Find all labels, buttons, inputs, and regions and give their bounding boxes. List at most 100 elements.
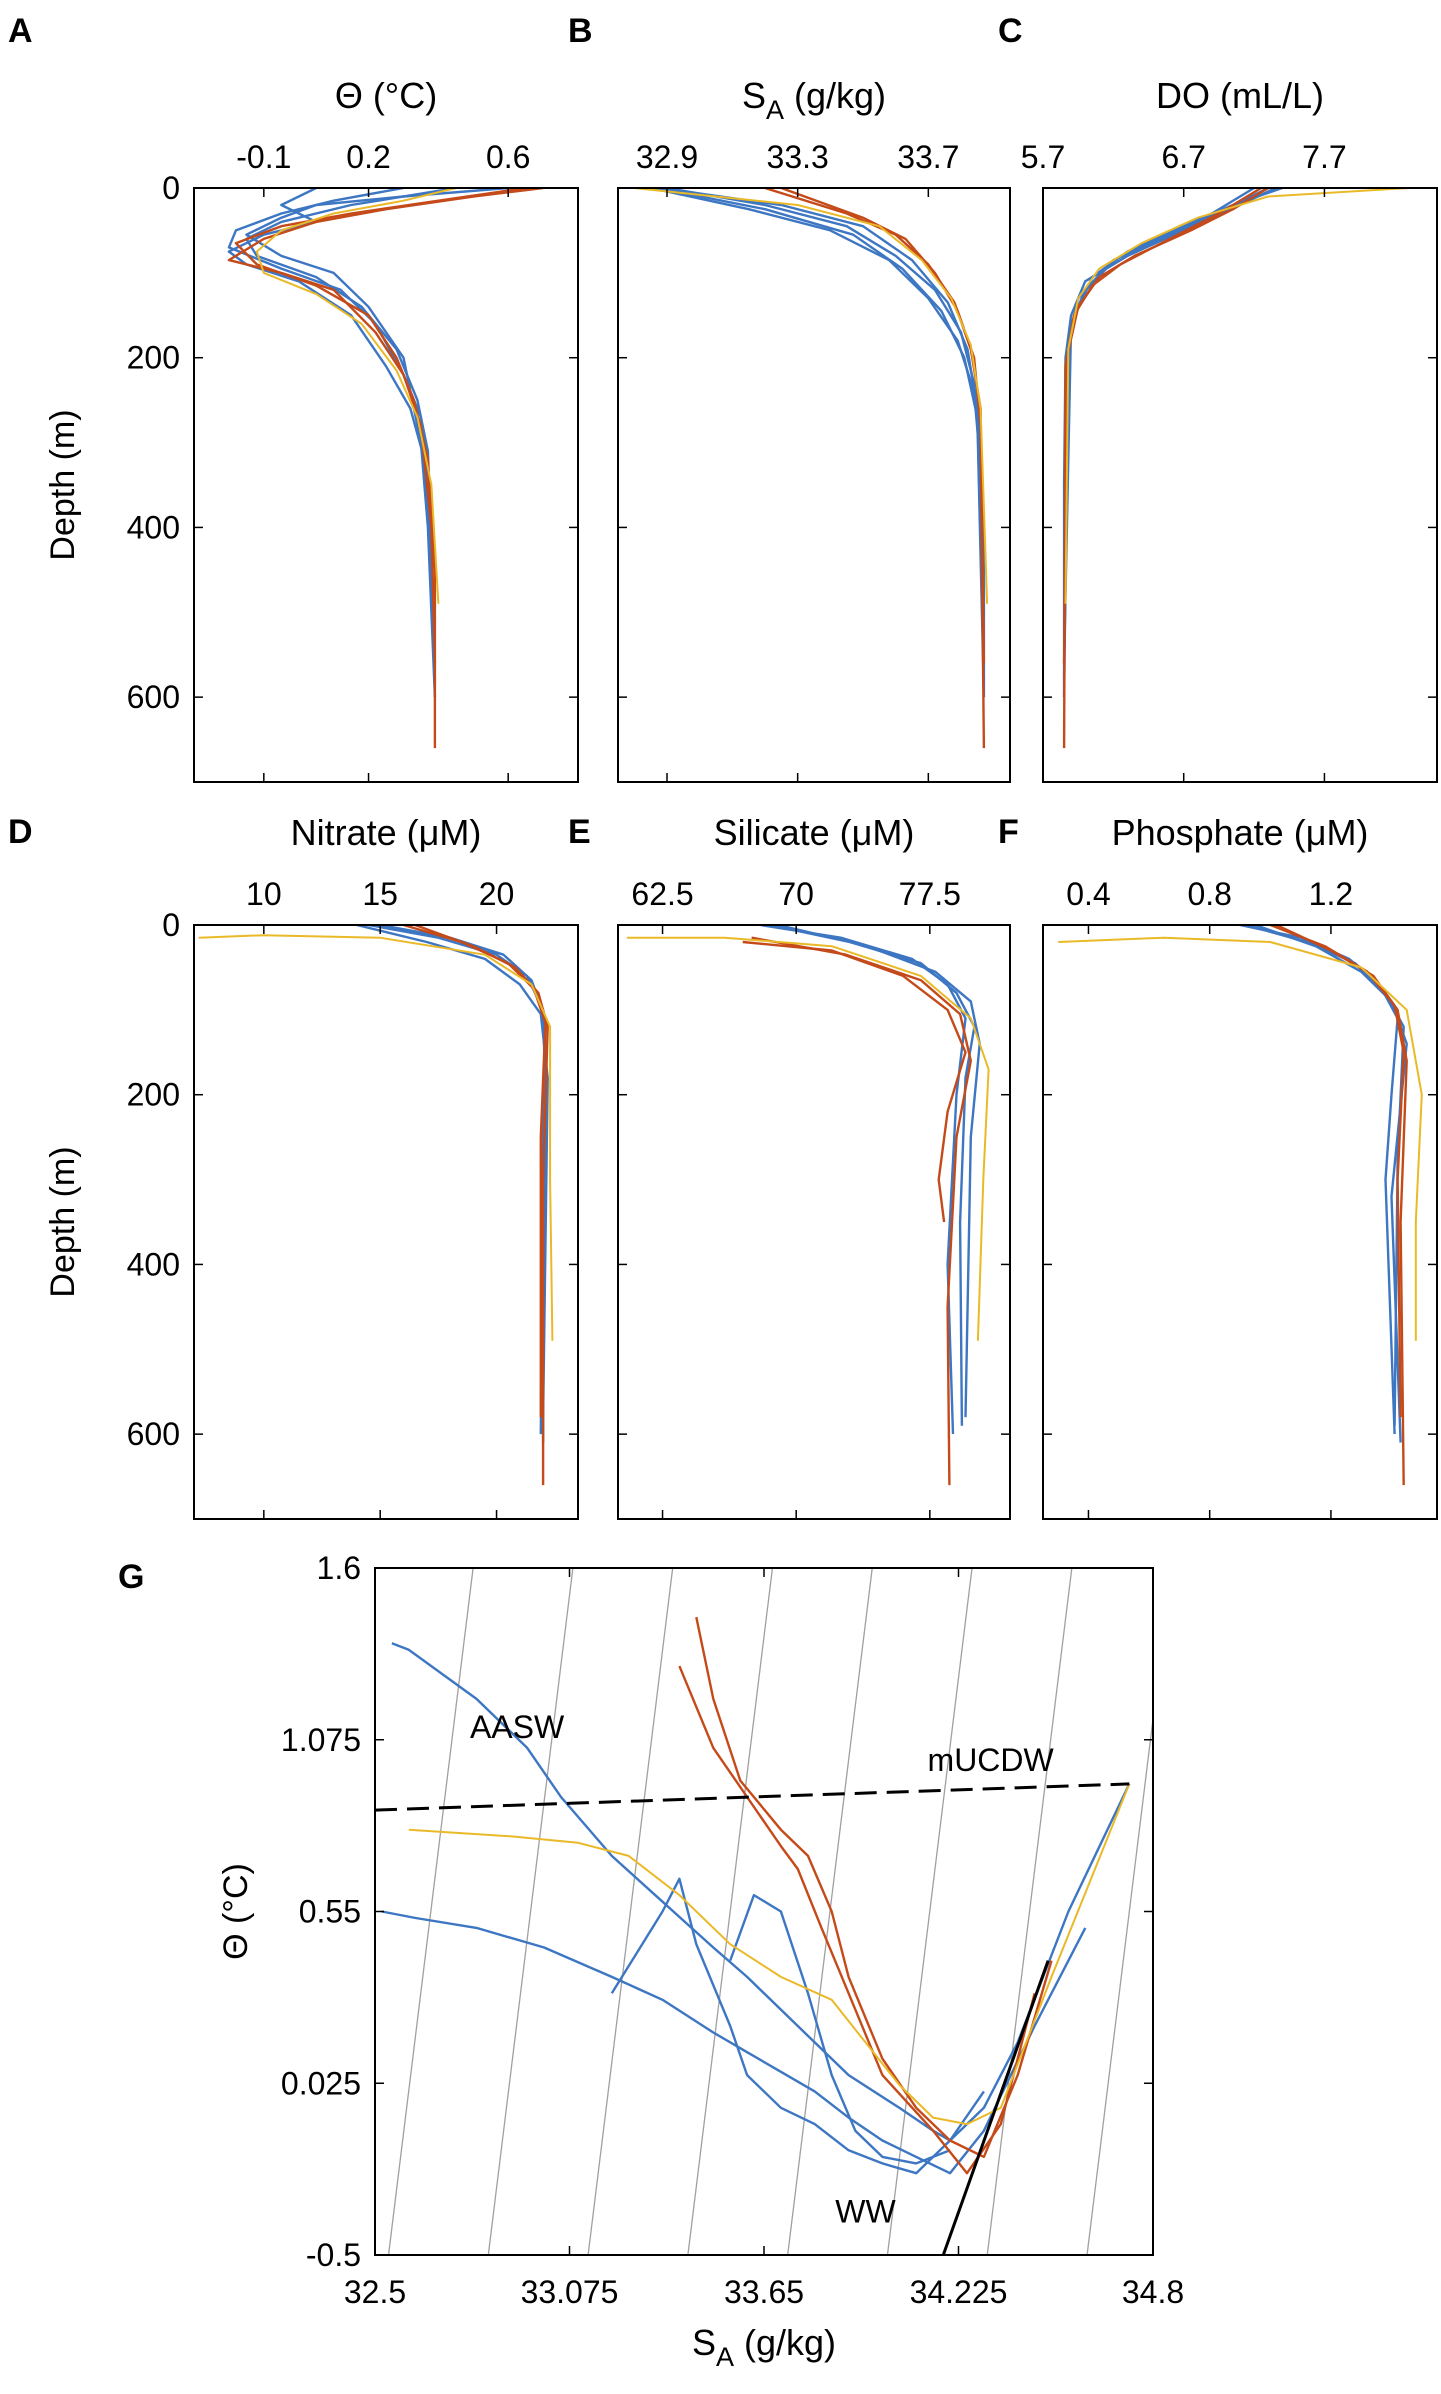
- series-line-yellow: [408, 1783, 1131, 2126]
- y-tick-label: 400: [127, 1246, 180, 1282]
- series-line-blue: [1245, 925, 1405, 1426]
- series-line-red: [1062, 188, 1269, 664]
- series-line-blue: [381, 1910, 1087, 2175]
- annotation-label: AASW: [470, 1709, 565, 1745]
- series-line-blue: [1062, 188, 1276, 698]
- annotation-label: WW: [835, 2193, 896, 2229]
- x-axis-label: SA (g/kg): [692, 2322, 836, 2372]
- solid-reference-line: [941, 1960, 1050, 2255]
- series-line-blue: [778, 925, 981, 1418]
- panel-g: G 32.5 33.075 33.65 34.225 34.8 -0.5 0.025 0.55 1…: [118, 1550, 1184, 2372]
- series-line-red: [227, 188, 544, 664]
- panel-a: A -0.1 0.2 0.6 0 200 400 600 Θ (°C) Depth (m): [8, 12, 579, 783]
- series-line-yellow: [255, 188, 457, 604]
- y-tick-label: -0.5: [306, 2237, 361, 2273]
- panel-title: DO (mL/L): [1156, 75, 1324, 116]
- y-tick-label: 1.6: [317, 1550, 361, 1586]
- axes-box: [193, 187, 579, 783]
- series-line-blue: [656, 188, 986, 698]
- series-line-red: [764, 188, 986, 664]
- data-layer: [626, 925, 990, 1486]
- series-line-blue: [356, 925, 549, 1418]
- panel-letter-c: C: [998, 12, 1023, 50]
- series-line-red: [695, 1616, 1053, 2159]
- isopycnal-line: [587, 1568, 674, 2255]
- panel-title: SA (g/kg): [742, 75, 886, 125]
- series-line-blue: [650, 188, 986, 613]
- axes-box: [1042, 924, 1438, 1520]
- series-line-blue: [1254, 925, 1408, 1443]
- series-line-blue: [1239, 925, 1399, 1435]
- y-tick-label: 400: [127, 509, 180, 545]
- y-axis-label: Θ (°C): [217, 1863, 255, 1960]
- series-line-red: [403, 925, 547, 1418]
- series-line-yellow: [1058, 936, 1423, 1341]
- y-tick-label: 200: [127, 1077, 180, 1113]
- y-axis-label: Depth (m): [44, 409, 82, 560]
- data-layer: [634, 188, 989, 749]
- series-line-blue: [1062, 188, 1255, 698]
- data-layer: [1058, 925, 1423, 1486]
- isopycnal-line: [787, 1568, 873, 2255]
- annotation-label: mUCDW: [928, 1742, 1055, 1778]
- panel-letter-d: D: [8, 813, 33, 851]
- isopycnal-line: [487, 1568, 574, 2255]
- panel-letter-a: A: [8, 12, 33, 50]
- axes-box: [1042, 187, 1438, 783]
- panel-title: Nitrate (μM): [291, 812, 482, 853]
- panel-letter-f: F: [998, 813, 1019, 851]
- x-tick-label: 33.075: [521, 2274, 619, 2310]
- x-tick-label: 15: [362, 876, 398, 912]
- series-line-red: [234, 188, 526, 749]
- x-tick-label: 0.4: [1066, 876, 1110, 912]
- isopycnal-line: [986, 1568, 1073, 2255]
- y-axis-label: Depth (m): [44, 1146, 82, 1297]
- axes-box: [617, 187, 1011, 783]
- panel-letter-b: B: [568, 12, 593, 50]
- panel-b: B 32.9 33.3 33.7 SA (g/kg): [568, 12, 1011, 783]
- x-tick-label: 32.9: [636, 139, 698, 175]
- series-line-blue: [368, 925, 547, 1443]
- x-tick-label: 20: [479, 876, 515, 912]
- x-tick-label: 62.5: [631, 876, 693, 912]
- x-tick-label: 0.8: [1187, 876, 1231, 912]
- series-line-red: [414, 925, 549, 1486]
- series-line-red: [1269, 925, 1405, 1418]
- x-tick-label: -0.1: [236, 139, 291, 175]
- panel-title: Θ (°C): [335, 75, 437, 116]
- x-tick-label: 33.3: [767, 139, 829, 175]
- data-layer: [1062, 188, 1409, 749]
- y-tick-label: 1.075: [281, 1722, 361, 1758]
- series-line-yellow: [634, 188, 989, 604]
- panel-letter-e: E: [568, 813, 591, 851]
- y-tick-label: 0: [162, 170, 180, 206]
- series-line-blue: [1062, 188, 1283, 664]
- y-tick-label: 600: [127, 679, 180, 715]
- x-tick-label: 34.8: [1122, 2274, 1184, 2310]
- series-line-red: [1275, 925, 1408, 1486]
- panel-letter-g: G: [118, 1558, 144, 1596]
- data-layer: [375, 1568, 1153, 2255]
- x-tick-label: 6.7: [1161, 139, 1205, 175]
- data-layer: [227, 188, 544, 749]
- series-line-red: [780, 188, 986, 749]
- x-tick-label: 1.2: [1309, 876, 1353, 912]
- panel-title: Phosphate (μM): [1112, 812, 1369, 853]
- y-tick-label: 0: [162, 907, 180, 943]
- x-tick-label: 0.6: [486, 139, 530, 175]
- x-tick-label: 77.5: [899, 876, 961, 912]
- series-line-blue: [666, 188, 986, 698]
- y-tick-label: 0.55: [299, 1894, 361, 1930]
- series-line-blue: [660, 188, 986, 681]
- series-line-blue: [760, 925, 967, 1435]
- series-line-yellow: [1064, 188, 1409, 604]
- x-tick-label: 5.7: [1021, 139, 1065, 175]
- x-tick-label: 32.5: [344, 2274, 406, 2310]
- series-line-red: [742, 940, 967, 1223]
- panel-title: Silicate (μM): [714, 812, 915, 853]
- x-tick-label: 34.225: [910, 2274, 1008, 2310]
- isopycnal-line: [886, 1568, 973, 2255]
- panel-c: C 5.7 6.7 7.7 DO (mL/L): [998, 12, 1438, 783]
- x-tick-label: 7.7: [1302, 139, 1346, 175]
